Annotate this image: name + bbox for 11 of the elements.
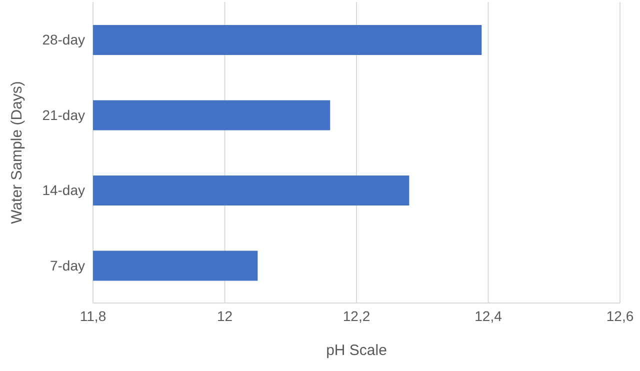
x-tick-label: 12,6 [606, 308, 634, 324]
x-tick-label: 12,4 [474, 308, 502, 324]
x-tick-label: 11,8 [80, 308, 106, 324]
x-tick-label: 12,2 [342, 308, 370, 324]
y-tick-label: 21-day [42, 106, 85, 123]
y-tick-label: 7-day [50, 257, 85, 274]
x-axis-title: pH Scale [326, 342, 387, 359]
y-tick-label: 28-day [42, 32, 85, 48]
x-tick-label: 12 [216, 308, 233, 324]
y-tick-label: 14-day [42, 182, 85, 198]
y-axis-title: Water Sample (Days) [8, 81, 26, 224]
